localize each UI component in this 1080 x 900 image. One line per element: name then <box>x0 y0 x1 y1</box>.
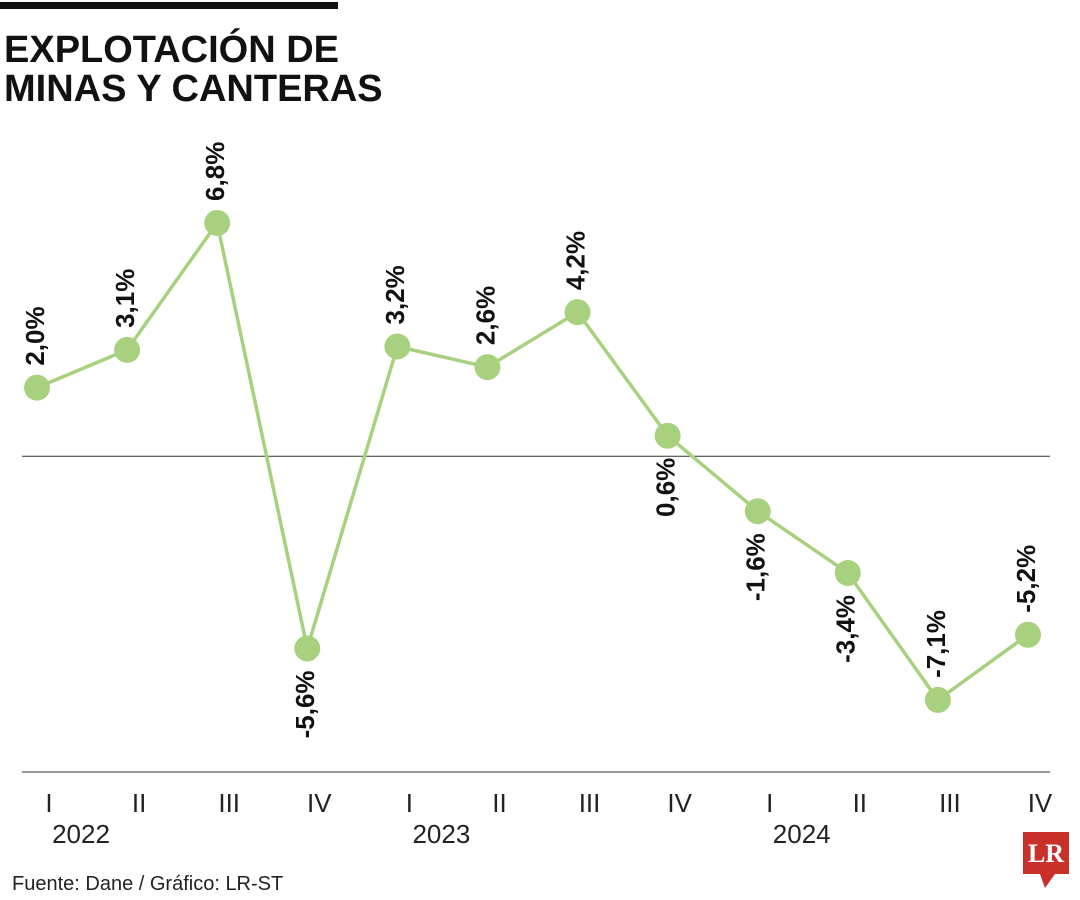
x-tick-label: I <box>766 788 773 818</box>
line <box>36 221 1030 702</box>
value-label: 4,2% <box>560 231 590 290</box>
value-label: 2,0% <box>20 306 50 365</box>
value-label: -7,1% <box>921 610 951 678</box>
point <box>384 333 411 360</box>
year-label: 2022 <box>52 819 110 849</box>
point <box>204 209 231 236</box>
x-tick-label: IV <box>307 788 332 818</box>
x-tick-label: III <box>218 788 240 818</box>
source: Fuente: Dane / Gráfico: LR-ST <box>12 873 283 895</box>
x-tick-label: IV <box>1028 788 1053 818</box>
year-label: 2024 <box>773 819 831 849</box>
value-label: -5,2% <box>1011 545 1041 613</box>
x-tick-label: IV <box>667 788 692 818</box>
x-tick-label: II <box>132 788 146 818</box>
value-label: -5,6% <box>290 670 320 738</box>
chart-title: MINAS Y CANTERAS <box>4 68 383 110</box>
point <box>474 354 501 381</box>
value-label: 2,6% <box>470 286 500 345</box>
x-tick-label: I <box>406 788 413 818</box>
value-label: 3,2% <box>380 265 410 324</box>
point <box>294 635 321 662</box>
value-label: 0,6% <box>651 458 681 517</box>
x-tick-label: III <box>579 788 601 818</box>
point <box>654 422 681 449</box>
value-label: 3,1% <box>110 269 140 328</box>
x-tick-label: I <box>45 788 52 818</box>
point <box>24 374 50 401</box>
value-label: -1,6% <box>741 533 771 601</box>
x-tick-label: III <box>939 788 961 818</box>
logo-text: LR <box>1028 839 1064 868</box>
logo: LR <box>1023 832 1069 888</box>
top-bar <box>0 2 338 9</box>
chart-title: EXPLOTACIÓN DE <box>4 27 339 71</box>
point <box>744 498 771 525</box>
logo-tail <box>1040 874 1055 888</box>
x-tick-label: II <box>492 788 506 818</box>
point <box>1015 621 1041 648</box>
logo-box <box>1023 832 1069 874</box>
point <box>564 299 591 326</box>
point <box>834 559 861 586</box>
point <box>114 336 141 363</box>
point <box>924 686 951 713</box>
year-label: 2023 <box>412 819 470 849</box>
x-tick-label: II <box>853 788 867 818</box>
value-label: -3,4% <box>831 595 861 663</box>
value-label: 6,8% <box>200 142 230 201</box>
